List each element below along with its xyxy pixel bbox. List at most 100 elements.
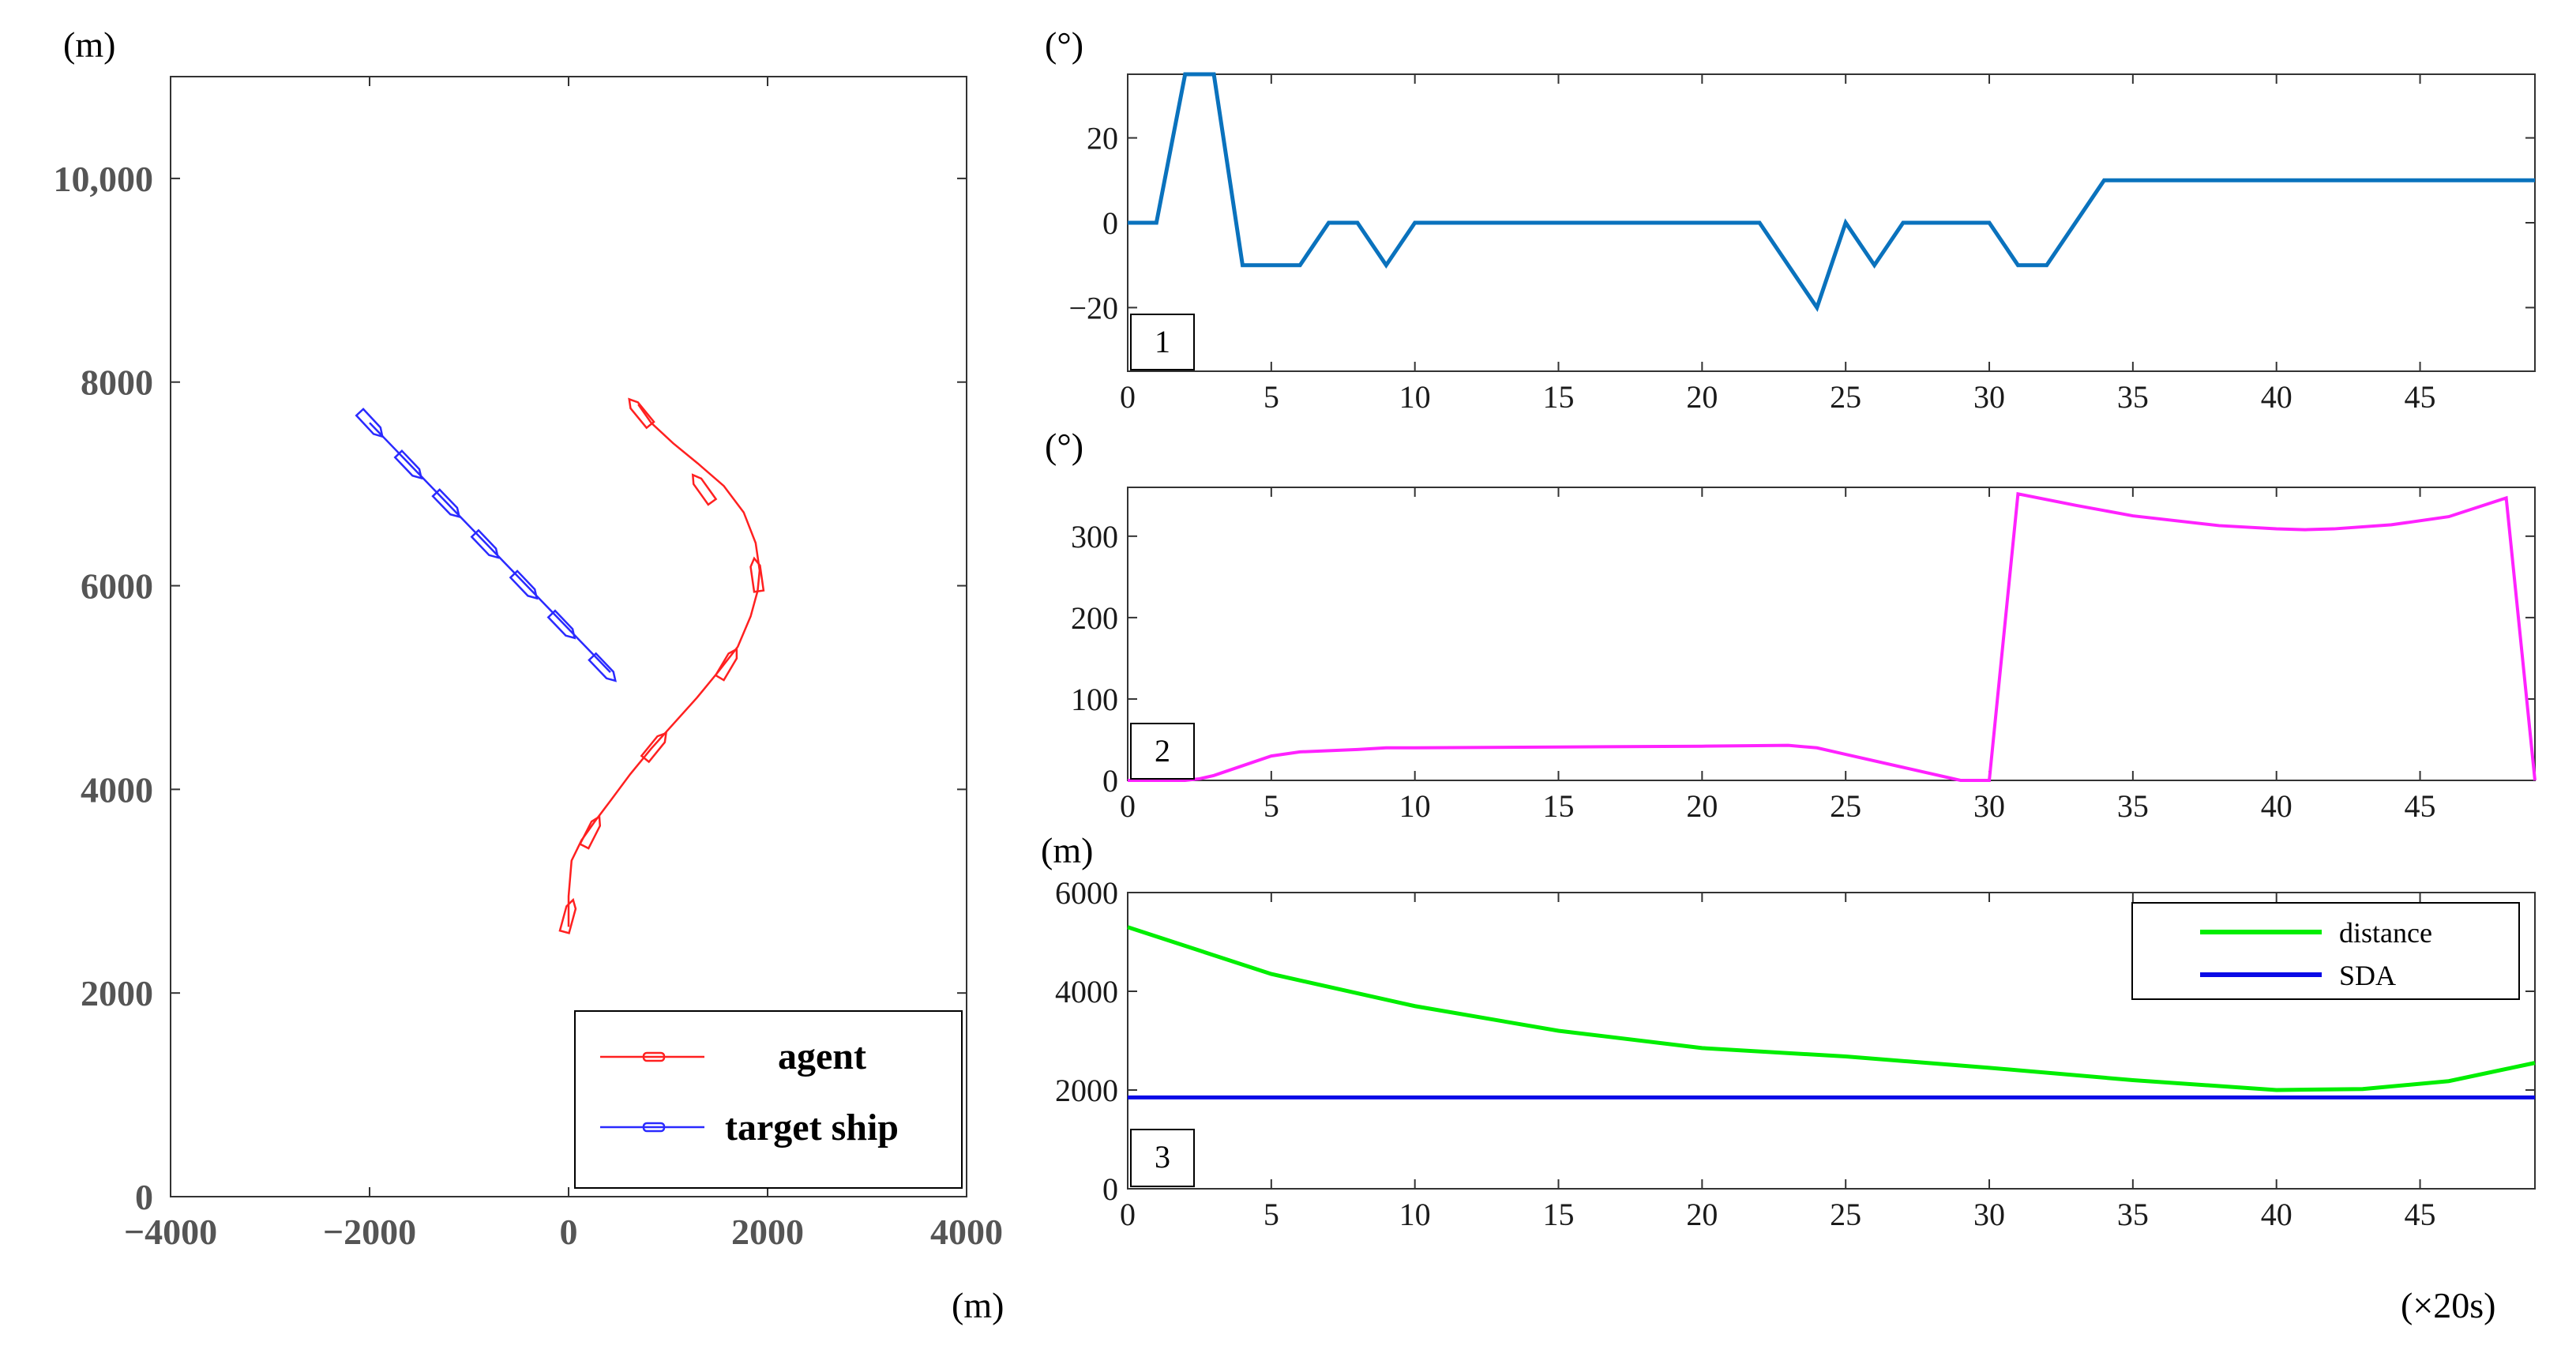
legend-agent-label: agent	[778, 1036, 866, 1077]
ship-marker-agent	[578, 814, 602, 850]
panel-3-ytick-label: 6000	[1055, 875, 1118, 911]
legend-agent-marker	[642, 1051, 666, 1062]
panel-2-label: 2	[1155, 733, 1170, 769]
ship-marker-target-ship	[546, 609, 576, 640]
panel-3-chart: (m) 0 5 10 15 20 25 30 35 40 45 0 2000 4000 6000 3 di…	[1041, 830, 2536, 1325]
panel-1-xtick-label: 45	[2405, 379, 2436, 415]
ship-marker-agent	[628, 397, 655, 430]
panel-2-series	[1128, 491, 2537, 782]
traj-xtick-label: −2000	[323, 1212, 416, 1252]
panel-3-xtick-label: 10	[1399, 1197, 1431, 1232]
panel-2-ylabel: (°)	[1045, 426, 1083, 466]
panel-1-series	[1128, 72, 2535, 313]
panel-1-xtick-label: 30	[1973, 379, 2005, 415]
trajectory-line-agent	[567, 404, 761, 927]
ship-marker-target-ship	[355, 408, 384, 438]
panel-2-xtick-label: 0	[1120, 788, 1136, 824]
panel-2-ticks: 0 5 10 15 20 25 30 35 40 45 0 100 200 300	[1071, 487, 2535, 824]
ship-marker-agent	[749, 556, 765, 593]
panel-1-label-box	[1130, 314, 1195, 370]
traj-ytick-label: 0	[135, 1177, 153, 1217]
ship-marker-agent	[558, 897, 577, 934]
panel-2-xtick-label: 20	[1686, 788, 1718, 824]
panel-3-xtick-label: 40	[2261, 1197, 2292, 1232]
panel-3-xtick-label: 20	[1686, 1197, 1718, 1232]
panel-2-xtick-label: 35	[2117, 788, 2149, 824]
panel-1-xtick-label: 10	[1399, 379, 1431, 415]
traj-xtick-label: −4000	[124, 1212, 217, 1252]
legend-target-marker	[642, 1122, 666, 1133]
ship-marker-target-ship	[509, 569, 539, 600]
panel-3-frame	[1127, 892, 2536, 1190]
trajectory-legend-box	[574, 1010, 963, 1189]
panel-2-xtick-label: 10	[1399, 788, 1431, 824]
panel-3-legend: distance SDA	[2131, 902, 2520, 1000]
panel-2-xtick-label: 5	[1264, 788, 1279, 824]
panel-2-line-relative-bearing	[1128, 491, 2537, 782]
panel-3-line-distance	[1127, 925, 2536, 1092]
traj-ytick-label: 2000	[81, 973, 153, 1013]
traj-ytick-label: 6000	[81, 566, 153, 607]
trajectory-ylabel: (m)	[63, 24, 115, 65]
panel-3-xtick-label: 30	[1973, 1197, 2005, 1232]
panel-1-ytick-label: −20	[1068, 290, 1118, 325]
trajectory-ticks: −4000 −2000 0 2000 4000 0 2000 4000 6000 8000 10,0…	[54, 77, 1003, 1252]
panel-1-line-rudder-angle	[1128, 72, 2535, 313]
trajectory-chart: (m) −4000 −2000 0 2000 4000 0 2000 4000 6000 8000…	[54, 24, 1004, 1325]
ship-marker-target-ship	[588, 652, 617, 682]
panel-3-xtick-label: 0	[1120, 1197, 1136, 1232]
panel-2-ytick-label: 0	[1102, 763, 1118, 799]
panel-3-ytick-label: 4000	[1055, 974, 1118, 1009]
panel-1-label: 1	[1155, 324, 1170, 359]
ship-marker-agent	[714, 647, 738, 682]
panel-1-xtick-label: 5	[1264, 379, 1279, 415]
panel-1-ticks: 0 5 10 15 20 25 30 35 40 45 −20 0 20	[1068, 74, 2535, 415]
traj-ytick-label: 8000	[81, 363, 153, 403]
panel-1-ytick-label: 20	[1087, 121, 1118, 156]
panel-3-ylabel: (m)	[1041, 830, 1093, 870]
panel-1-xtick-label: 15	[1543, 379, 1575, 415]
panel-2-chart: (°) 0 5 10 15 20 25 30 35 40 45 0 100 200 300 2	[1045, 426, 2537, 824]
panel-1-ylabel: (°)	[1045, 24, 1083, 65]
panel-3-xtick-label: 25	[1830, 1197, 1861, 1232]
panel-2-ytick-label: 300	[1071, 519, 1118, 554]
traj-xtick-label: 0	[560, 1212, 578, 1252]
panel-3-xtick-label: 45	[2405, 1197, 2436, 1232]
panel-2-xtick-label: 40	[2261, 788, 2292, 824]
panel-1-xtick-label: 0	[1120, 379, 1136, 415]
ship-marker-agent	[640, 731, 668, 764]
panel-3-label-box	[1130, 1129, 1195, 1187]
traj-ytick-label: 4000	[81, 769, 153, 810]
panel-3-series	[1127, 925, 2536, 1100]
panel-3-label: 3	[1155, 1139, 1170, 1175]
ship-marker-target-ship	[431, 488, 461, 518]
panel-2-xtick-label: 30	[1973, 788, 2005, 824]
panel-1-xtick-label: 35	[2117, 379, 2149, 415]
panel-2-xtick-label: 25	[1830, 788, 1861, 824]
panel-2-xtick-label: 15	[1543, 788, 1575, 824]
trajectory-series	[355, 397, 765, 934]
panel-2-label-box	[1130, 723, 1195, 780]
traj-xtick-label: 2000	[731, 1212, 804, 1252]
panel-1-chart: (°) 0 5 10 15 20 25 30 35 40 45 −20 0 20 1	[1045, 24, 2536, 415]
legend-distance-label: distance	[2339, 917, 2432, 949]
panel-3-ytick-label: 0	[1102, 1171, 1118, 1207]
panel-3-legend-box	[2131, 902, 2520, 1000]
panel-3-xtick-label: 35	[2117, 1197, 2149, 1232]
trajectory-line-target-ship	[369, 422, 611, 673]
panel-1-xtick-label: 20	[1686, 379, 1718, 415]
panel-3-ticks: 0 5 10 15 20 25 30 35 40 45 0 2000 4000 6000	[1055, 875, 2535, 1232]
panel-2-ytick-label: 200	[1071, 600, 1118, 636]
panel-1-xtick-label: 25	[1830, 379, 1861, 415]
ship-marker-target-ship	[470, 528, 500, 559]
legend-target-label: target ship	[725, 1107, 899, 1148]
ship-marker-target-ship	[393, 449, 423, 480]
ship-marker-agent	[691, 473, 718, 506]
panel-3-xlabel: (×20s)	[2401, 1285, 2495, 1325]
panel-3-xtick-label: 5	[1264, 1197, 1279, 1232]
trajectory-legend: agent target ship	[574, 1010, 963, 1189]
panel-2-xtick-label: 45	[2405, 788, 2436, 824]
panel-3-xtick-label: 15	[1543, 1197, 1575, 1232]
panel-2-frame	[1127, 487, 2536, 781]
